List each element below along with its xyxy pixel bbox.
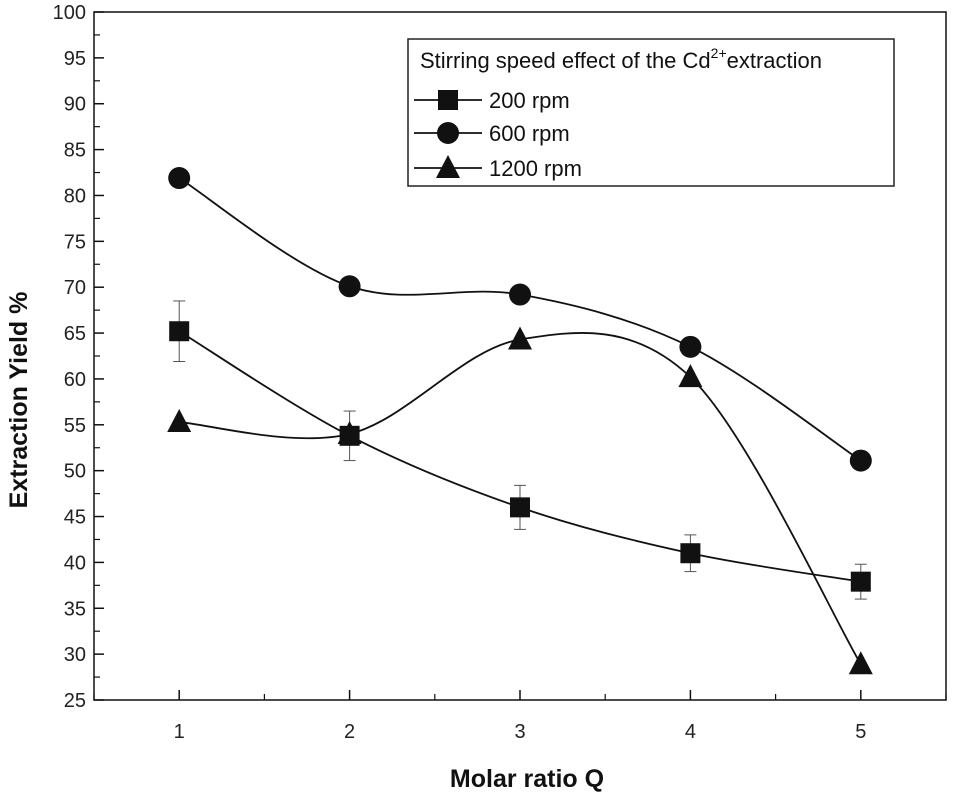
data-point-circle (849, 449, 872, 472)
data-point-triangle (167, 409, 192, 433)
x-tick-label: 5 (855, 721, 866, 743)
y-tick-label: 85 (64, 140, 86, 162)
x-tick-label: 3 (514, 721, 525, 743)
data-point-circle (509, 283, 531, 306)
x-axis-title: Molar ratio Q (450, 765, 604, 793)
y-tick-label: 25 (64, 690, 86, 712)
series-line-circle (178, 177, 862, 462)
data-point-triangle (678, 364, 703, 388)
data-point-circle (679, 335, 702, 358)
data-point-triangle (508, 326, 532, 350)
data-point-square (850, 571, 871, 592)
y-tick-label: 30 (64, 644, 86, 666)
y-tick-label: 65 (64, 323, 86, 345)
y-tick-label: 95 (64, 48, 86, 70)
data-point-square (169, 321, 190, 342)
legend-label: 1200 rpm (489, 156, 582, 181)
series-line-square (178, 330, 861, 583)
legend-label: 200 rpm (489, 88, 570, 113)
legend-title: Stirring speed effect of the Cd2+extract… (420, 45, 822, 73)
y-tick-label: 100 (53, 2, 86, 24)
legend-label: 600 rpm (489, 121, 570, 146)
legend-marker-circle (437, 122, 459, 144)
y-axis: 25 30 35 40 45 50 55 60 65 70 75 80 85 90 95 100 (53, 2, 104, 712)
x-tick-label: 1 (174, 721, 185, 743)
y-tick-label: 80 (64, 185, 86, 207)
data-point-circle (168, 167, 191, 190)
legend-box (407, 38, 895, 187)
legend-marker-square (438, 90, 458, 110)
x-axis: 1 2 3 4 5 (93, 690, 947, 743)
data-point-square (510, 497, 530, 518)
data-point-square (680, 543, 701, 564)
y-tick-label: 35 (64, 598, 86, 620)
y-tick-label: 45 (64, 507, 86, 529)
x-tick-label: 4 (685, 721, 696, 743)
legend: Stirring speed effect of the Cd2+extract… (407, 38, 895, 187)
y-tick-label: 50 (64, 461, 86, 483)
series-markers (167, 167, 873, 675)
y-axis-title: Extraction Yield % (5, 292, 33, 509)
y-tick-label: 55 (64, 415, 86, 437)
data-point-triangle (848, 651, 873, 675)
y-tick-label: 40 (64, 552, 86, 574)
y-tick-label: 70 (64, 277, 86, 299)
data-point-circle (338, 275, 361, 298)
legend-items: 200 rpm 600 rpm 1200 rpm (414, 88, 582, 181)
series-curves (178, 177, 862, 665)
legend-marker-triangle (436, 155, 460, 178)
y-tick-label: 75 (64, 231, 86, 253)
series-line-triangle (179, 332, 862, 665)
y-tick-label: 60 (64, 369, 86, 391)
data-point-triangle (337, 420, 362, 444)
y-tick-label: 90 (64, 94, 86, 116)
x-tick-label: 2 (344, 721, 355, 743)
